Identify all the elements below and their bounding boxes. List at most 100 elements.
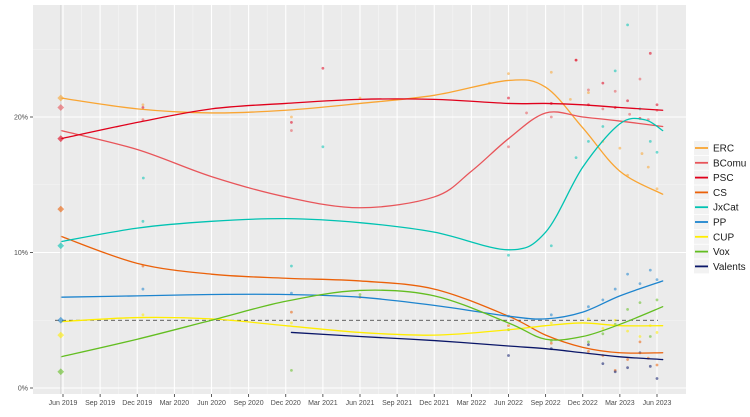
- poll-point-vox: [655, 298, 659, 302]
- y-axis: 0% 10% 20%: [14, 115, 33, 393]
- x-tick-label: Sep 2021: [382, 400, 412, 407]
- election-results: [57, 5, 65, 394]
- poll-point-jxcat: [141, 176, 145, 180]
- poll-point-pp: [613, 287, 617, 291]
- poll-point-cup: [601, 326, 605, 330]
- x-tick-label: Sep 2019: [85, 400, 115, 407]
- legend-label-pp: PP: [713, 218, 727, 229]
- poll-point-cup: [655, 331, 659, 334]
- poll-point-vox: [587, 340, 590, 344]
- legend-label-bcomu: BComu: [713, 158, 746, 169]
- poll-point-cup: [638, 335, 642, 338]
- poll-point-bcomu: [638, 77, 642, 81]
- poll-point-cup: [613, 318, 617, 322]
- legend-label-cup: CUP: [713, 232, 734, 243]
- poll-point-jxcat: [626, 23, 629, 27]
- poll-point-erc: [655, 187, 659, 191]
- x-tick-label: Mar 2020: [160, 400, 190, 407]
- poll-point-cs: [655, 363, 659, 367]
- poll-point-jxcat: [549, 244, 553, 248]
- poll-point-valents: [587, 343, 590, 347]
- election-result-erc: [57, 94, 65, 102]
- legend-label-vox: Vox: [713, 247, 730, 258]
- poll-point-psc: [574, 58, 578, 62]
- trend-line-cup: [60, 316, 664, 336]
- election-result-vox: [57, 368, 65, 376]
- poll-point-erc: [618, 146, 622, 150]
- poll-point-jxcat: [587, 139, 590, 143]
- poll-point-erc: [568, 97, 572, 101]
- poll-point-cup: [549, 321, 553, 325]
- poll-point-cs: [587, 350, 590, 353]
- poll-point-bcomu: [587, 88, 590, 92]
- x-tick-label: Dec 2022: [568, 400, 598, 407]
- poll-point-bcomu: [601, 107, 605, 111]
- poll-point-pp: [626, 272, 629, 276]
- poll-point-bcomu: [290, 129, 293, 132]
- poll-point-jxcat: [648, 139, 652, 143]
- y-tick-label: 0%: [18, 386, 28, 393]
- y-tick-label: 10%: [14, 250, 28, 257]
- trend-line-bcomu: [60, 111, 664, 209]
- poll-point-cs: [626, 358, 629, 361]
- x-tick-label: Jun 2020: [197, 400, 226, 407]
- poll-point-erc: [640, 152, 644, 155]
- poll-point-vox: [626, 308, 629, 311]
- trend-line-erc: [60, 79, 664, 195]
- poll-point-jxcat: [601, 125, 605, 128]
- poll-point-valents: [626, 366, 629, 370]
- poll-point-cs: [507, 324, 510, 328]
- poll-point-psc: [648, 51, 652, 55]
- election-result-cs: [57, 205, 65, 213]
- poll-point-bcomu: [507, 145, 510, 149]
- poll-point-pp: [549, 313, 553, 317]
- poll-point-cs: [549, 341, 553, 345]
- x-tick-label: Mar 2021: [308, 400, 338, 407]
- election-result-jxcat: [57, 242, 65, 250]
- poll-point-psc: [321, 66, 325, 70]
- poll-point-jxcat: [507, 253, 510, 257]
- legend-label-cs: CS: [713, 188, 727, 199]
- poll-point-cup: [626, 329, 629, 333]
- x-tick-label: Dec 2021: [419, 400, 449, 407]
- poll-point-pp: [648, 268, 652, 272]
- poll-point-jxcat: [141, 219, 145, 223]
- x-tick-label: Mar 2023: [605, 400, 635, 407]
- trend-line-pp: [60, 280, 664, 320]
- poll-point-pp: [638, 282, 642, 286]
- trend-line-jxcat: [60, 117, 664, 251]
- election-result-pp: [57, 316, 65, 324]
- poll-point-psc: [626, 99, 629, 103]
- poll-point-vox: [648, 335, 652, 338]
- poll-point-jxcat: [321, 145, 325, 149]
- legend-label-erc: ERC: [713, 144, 734, 155]
- poll-point-jxcat: [574, 156, 578, 160]
- x-tick-label: Jun 2021: [346, 400, 375, 407]
- trend-line-vox: [60, 289, 664, 358]
- poll-point-bcomu: [549, 115, 553, 119]
- x-tick-label: Dec 2020: [271, 400, 301, 407]
- poll-point-erc: [141, 103, 145, 107]
- x-tick-label: Sep 2022: [531, 400, 561, 407]
- x-tick-label: Mar 2022: [457, 400, 487, 407]
- legend-label-psc: PSC: [713, 173, 734, 184]
- legend: ERC BComu PSC CS JxCat PP CUP Vox Valents: [694, 141, 746, 274]
- poll-point-valents: [507, 354, 510, 357]
- x-tick-label: Jun 2022: [494, 400, 523, 407]
- poll-point-psc: [601, 81, 605, 85]
- election-result-bcomu: [57, 104, 65, 111]
- poll-point-pp: [290, 291, 293, 295]
- poll-point-psc: [141, 106, 145, 109]
- x-tick-label: Jun 2019: [49, 400, 78, 407]
- poll-point-cup: [290, 321, 293, 325]
- poll-point-psc: [507, 96, 510, 100]
- legend-label-valents: Valents: [713, 262, 746, 273]
- poll-point-valents: [613, 370, 617, 374]
- poll-point-valents: [648, 364, 652, 368]
- poll-point-valents: [655, 377, 659, 380]
- poll-point-vox: [638, 301, 642, 305]
- poll-point-vox: [290, 368, 293, 372]
- poll-point-cup: [587, 317, 590, 321]
- poll-point-jxcat: [655, 150, 659, 154]
- poll-point-psc: [290, 121, 293, 124]
